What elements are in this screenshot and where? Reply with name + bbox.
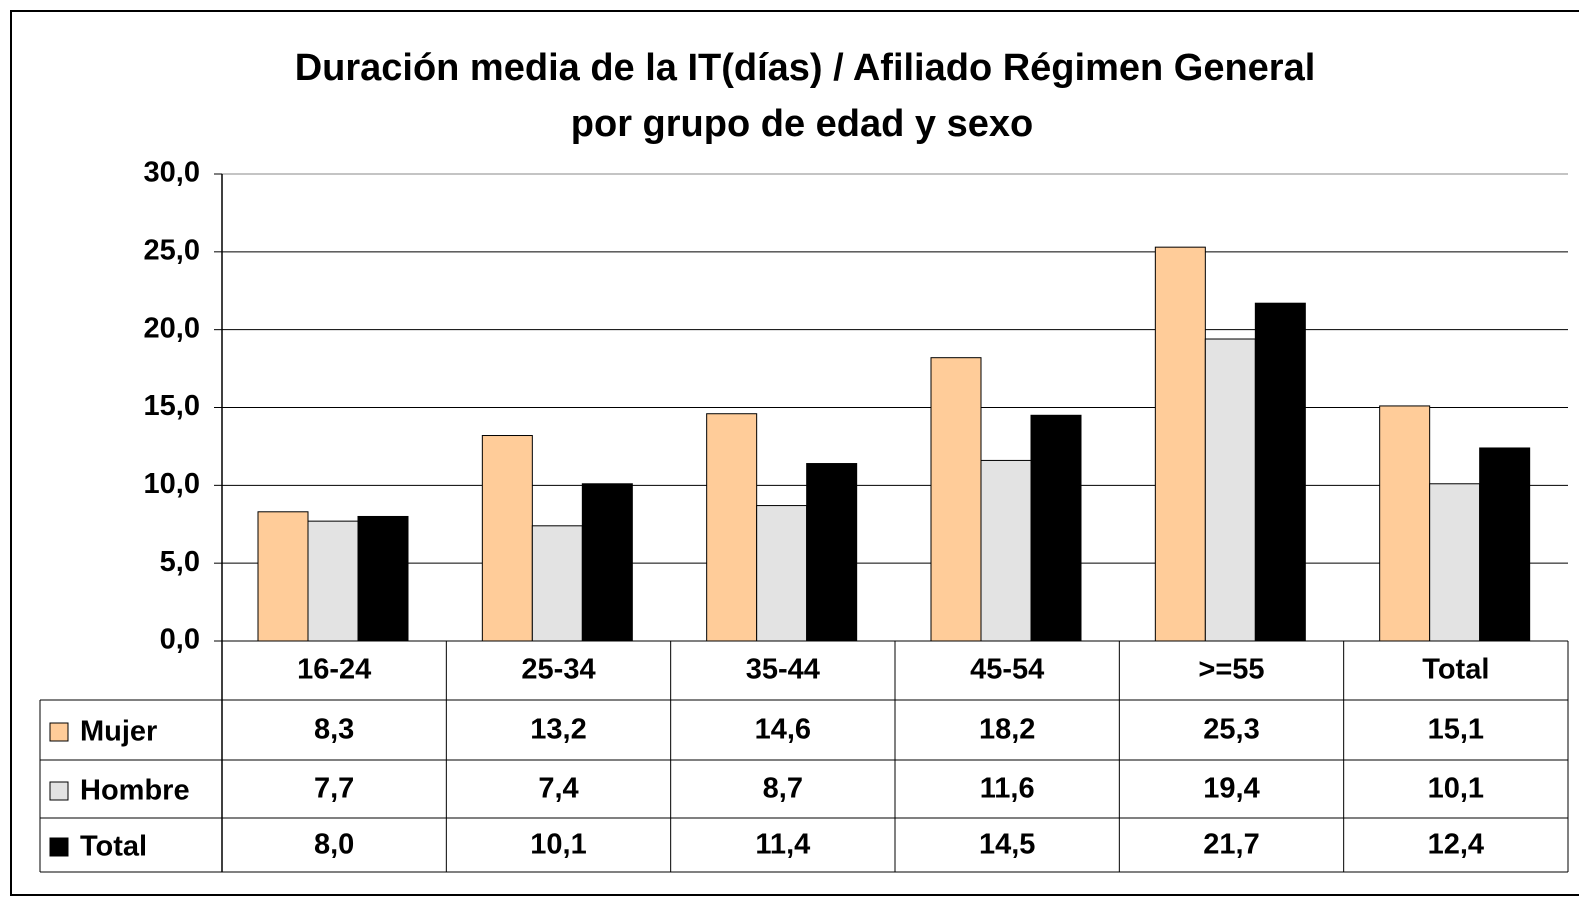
legend-label: Total xyxy=(80,831,147,863)
x-tick-label: 35-44 xyxy=(746,654,820,686)
legend-label: Mujer xyxy=(80,716,157,748)
legend-label: Hombre xyxy=(80,775,190,807)
x-tick-label: 45-54 xyxy=(970,654,1044,686)
data-label: 7,7 xyxy=(314,773,354,805)
data-label: 8,0 xyxy=(314,829,354,861)
bar xyxy=(581,483,633,642)
data-label: 8,3 xyxy=(314,714,354,746)
data-label: 11,4 xyxy=(755,829,810,861)
data-label: 8,7 xyxy=(763,773,803,805)
data-label: 7,4 xyxy=(538,773,578,805)
data-label: 19,4 xyxy=(1203,773,1259,805)
bar xyxy=(257,511,309,642)
bar xyxy=(930,357,982,642)
y-tick-label: 15,0 xyxy=(144,390,200,422)
data-label: 14,6 xyxy=(755,714,811,746)
data-label: 13,2 xyxy=(530,714,586,746)
data-label: 15,1 xyxy=(1428,714,1484,746)
y-tick-label: 0,0 xyxy=(160,624,200,656)
x-tick-label: >=55 xyxy=(1198,654,1264,686)
data-label: 12,4 xyxy=(1428,829,1484,861)
bar xyxy=(1030,414,1082,642)
bar xyxy=(531,525,583,642)
x-tick-label: Total xyxy=(1422,654,1489,686)
x-tick-label: 25-34 xyxy=(521,654,595,686)
chart-frame xyxy=(10,10,1579,896)
data-label: 10,1 xyxy=(530,829,586,861)
bar xyxy=(481,435,533,642)
bar xyxy=(756,505,808,642)
legend-swatch xyxy=(49,781,69,801)
y-tick-label: 10,0 xyxy=(144,468,200,500)
bar xyxy=(1154,246,1206,642)
data-label: 21,7 xyxy=(1203,829,1259,861)
bar xyxy=(357,515,409,642)
legend-swatch xyxy=(49,722,69,742)
data-label: 18,2 xyxy=(979,714,1035,746)
x-tick-label: 16-24 xyxy=(297,654,371,686)
bar xyxy=(307,520,359,642)
bar xyxy=(1479,447,1531,642)
bar xyxy=(806,463,858,642)
data-label: 14,5 xyxy=(979,829,1035,861)
y-tick-label: 5,0 xyxy=(160,546,200,578)
bar xyxy=(1379,405,1431,642)
bar xyxy=(706,413,758,642)
data-label: 25,3 xyxy=(1203,714,1259,746)
bar xyxy=(1429,483,1481,642)
bar xyxy=(1204,338,1256,642)
y-tick-label: 25,0 xyxy=(144,234,200,266)
chart-title: Duración media de la IT(días) / Afiliado… xyxy=(295,47,1316,89)
data-label: 11,6 xyxy=(980,773,1035,805)
legend-swatch xyxy=(49,837,69,857)
y-tick-label: 20,0 xyxy=(144,312,200,344)
chart-title: por grupo de edad y sexo xyxy=(571,103,1033,145)
y-tick-label: 30,0 xyxy=(144,157,200,189)
data-label: 10,1 xyxy=(1428,773,1484,805)
bar xyxy=(980,459,1032,642)
bar xyxy=(1254,302,1306,642)
